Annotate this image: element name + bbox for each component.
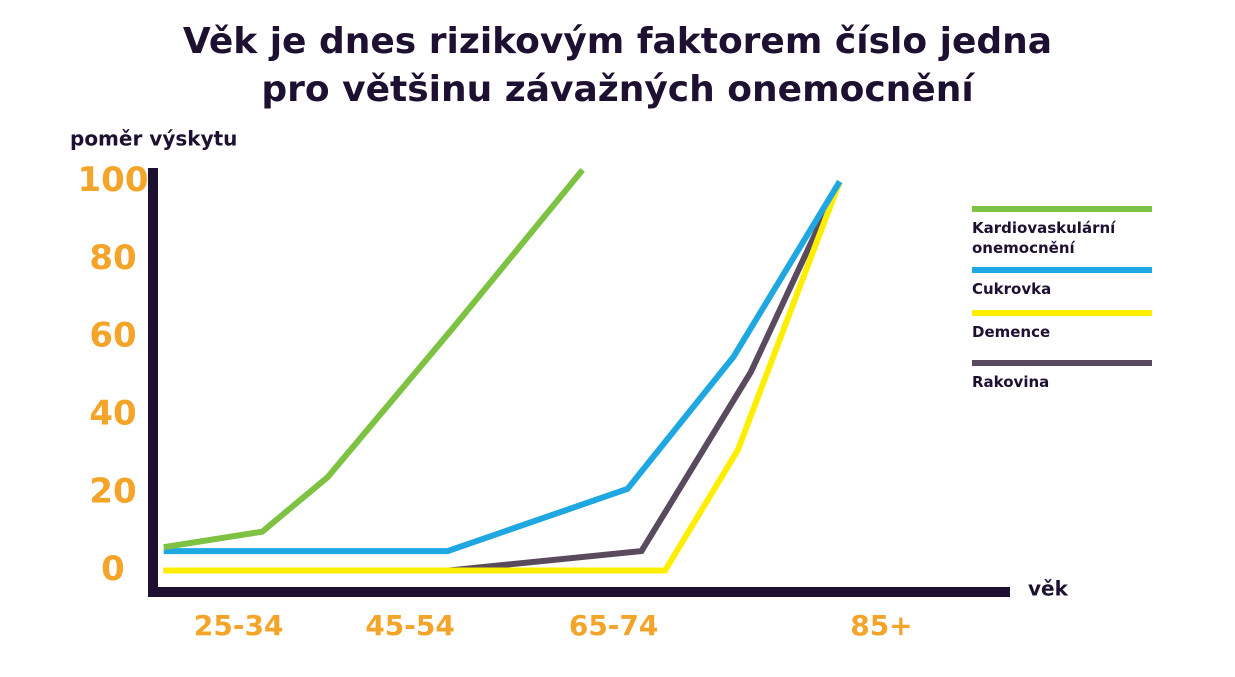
series-line bbox=[163, 180, 843, 574]
x-tick-label: 85+ bbox=[850, 609, 912, 642]
x-tick-label: 65-74 bbox=[569, 609, 659, 642]
legend-swatch bbox=[972, 310, 1152, 316]
legend-entry: Cukrovka bbox=[972, 267, 1152, 299]
y-tick-label: 40 bbox=[89, 393, 136, 433]
legend-label: Demence bbox=[972, 323, 1051, 341]
y-axis-label: poměr výskytu bbox=[70, 127, 237, 151]
x-axis-label: věk bbox=[1028, 577, 1069, 601]
y-tick-label: 0 bbox=[101, 549, 125, 589]
series-line bbox=[163, 180, 843, 574]
x-tick-label: 25-34 bbox=[194, 609, 284, 642]
series-line bbox=[163, 180, 843, 555]
legend-swatch bbox=[972, 360, 1152, 366]
legend-swatch bbox=[972, 206, 1152, 212]
legend-label: Kardiovaskulární onemocnění bbox=[972, 219, 1116, 257]
series-line bbox=[163, 167, 585, 551]
legend-label: Rakovina bbox=[972, 373, 1050, 391]
y-tick-label: 100 bbox=[78, 160, 149, 200]
legend-label: Cukrovka bbox=[972, 280, 1052, 298]
chart-title: Věk je dnes rizikovým faktorem číslo jed… bbox=[182, 21, 1053, 110]
y-tick-label: 20 bbox=[89, 471, 136, 511]
legend-entry: Rakovina bbox=[972, 360, 1152, 392]
y-tick-label: 80 bbox=[89, 238, 136, 278]
x-tick-label: 45-54 bbox=[365, 609, 455, 642]
legend-entry: Demence bbox=[972, 310, 1152, 342]
legend-swatch bbox=[972, 267, 1152, 273]
legend-entry: Kardiovaskulární onemocnění bbox=[972, 206, 1152, 258]
y-tick-label: 60 bbox=[89, 316, 136, 356]
